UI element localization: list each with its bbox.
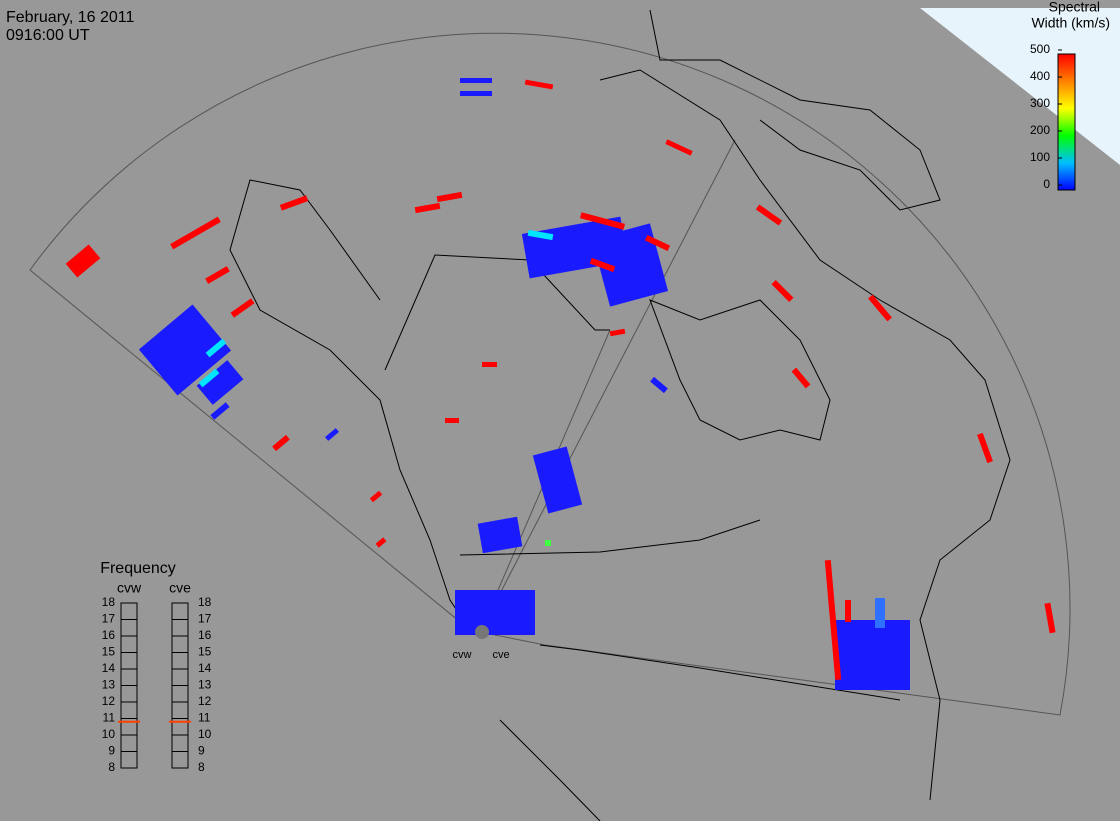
frequency-tick-label: 15 xyxy=(198,645,212,659)
frequency-tick-label: 8 xyxy=(198,760,205,774)
echo-cell xyxy=(791,367,811,389)
echo-cell xyxy=(482,362,497,367)
frequency-tick-label: 10 xyxy=(102,727,116,741)
frequency-tick-label: 18 xyxy=(198,595,212,609)
echo-cell xyxy=(205,338,227,358)
echo-cell xyxy=(369,490,383,503)
colorbar-tick-label: 200 xyxy=(1030,123,1050,137)
echo-cell xyxy=(138,304,232,396)
echo-cell xyxy=(210,402,230,420)
frequency-tick-label: 18 xyxy=(102,595,116,609)
echo-cell xyxy=(579,212,626,230)
frequency-tick-label: 9 xyxy=(108,744,115,758)
echo-cell xyxy=(455,590,535,635)
time: 0916:00 UT xyxy=(6,27,90,44)
echo-cell xyxy=(545,540,551,546)
echo-cell xyxy=(527,229,554,241)
frequency-tick-label: 13 xyxy=(198,678,212,692)
radar-label: cvw xyxy=(453,649,472,661)
colorbar-title: Spectral xyxy=(1049,0,1100,15)
colorbar-tick-label: 100 xyxy=(1030,150,1050,164)
frequency-tick-label: 8 xyxy=(108,760,115,774)
echo-cell xyxy=(375,537,387,548)
echo-cell xyxy=(1044,602,1056,634)
echo-cell xyxy=(824,559,842,681)
frequency-tick-label: 16 xyxy=(102,628,116,642)
colorbar-title: Width (km/s) xyxy=(1031,15,1110,31)
frequency-tick-label: 17 xyxy=(198,612,212,626)
radar-name: cvw xyxy=(117,580,142,596)
frequency-tick-label: 14 xyxy=(102,661,116,675)
echo-cell xyxy=(524,79,554,90)
colorbar-tick-label: 500 xyxy=(1030,42,1050,56)
frequency-tick-label: 12 xyxy=(198,694,212,708)
frequency-tick-label: 13 xyxy=(102,678,116,692)
echo-cell xyxy=(325,428,339,441)
frequency-tick-label: 16 xyxy=(198,628,212,642)
echo-cell xyxy=(272,434,290,452)
echo-cell xyxy=(196,360,244,405)
echo-cell xyxy=(205,266,230,284)
colorbar-tick-label: 400 xyxy=(1030,69,1050,83)
echo-cell xyxy=(771,280,794,302)
echo-cell xyxy=(977,432,993,464)
date: February, 16 2011 xyxy=(6,9,134,26)
echo-cell xyxy=(65,244,101,278)
echo-cell xyxy=(279,195,309,211)
radar-name: cve xyxy=(169,580,191,596)
radar-echoes xyxy=(65,78,1056,690)
radar-label: cve xyxy=(492,649,509,661)
echo-cell xyxy=(591,223,669,307)
echo-cell xyxy=(845,600,851,622)
echo-cell xyxy=(460,91,492,96)
echo-cell xyxy=(436,191,463,203)
frequency-tick-label: 11 xyxy=(103,711,116,725)
radar-site xyxy=(475,625,489,639)
colorbar-tick-label: 0 xyxy=(1043,177,1050,191)
frequency-title: Frequency xyxy=(100,560,176,577)
frequency-tick-label: 17 xyxy=(102,612,116,626)
echo-cell xyxy=(477,516,523,554)
echo-cell xyxy=(665,139,693,156)
frequency-tick-label: 14 xyxy=(198,661,212,675)
echo-cell xyxy=(609,328,626,337)
coastlines xyxy=(229,9,1011,821)
echo-cell xyxy=(644,234,671,252)
echo-cell xyxy=(875,598,885,628)
echo-cell xyxy=(650,376,668,394)
echo-cell xyxy=(868,294,892,322)
frequency-tick-label: 9 xyxy=(198,744,205,758)
frequency-tick-label: 10 xyxy=(198,727,212,741)
colorbar xyxy=(1057,53,1076,191)
echo-cell xyxy=(170,216,221,250)
echo-cell xyxy=(230,298,255,318)
echo-cell xyxy=(589,257,616,273)
echo-cell xyxy=(755,204,783,226)
frequency-tick-label: 12 xyxy=(102,694,116,708)
echo-cell xyxy=(460,78,492,83)
frequency-tick-label: 11 xyxy=(198,711,211,725)
echo-cell xyxy=(445,418,459,423)
echo-cell xyxy=(835,620,910,690)
echo-cell xyxy=(414,202,441,214)
echo-cell xyxy=(532,446,583,514)
echo-cell xyxy=(198,368,220,388)
fov-outline xyxy=(29,32,1071,716)
colorbar-tick-label: 300 xyxy=(1030,96,1050,110)
frequency-tick-label: 15 xyxy=(102,645,116,659)
